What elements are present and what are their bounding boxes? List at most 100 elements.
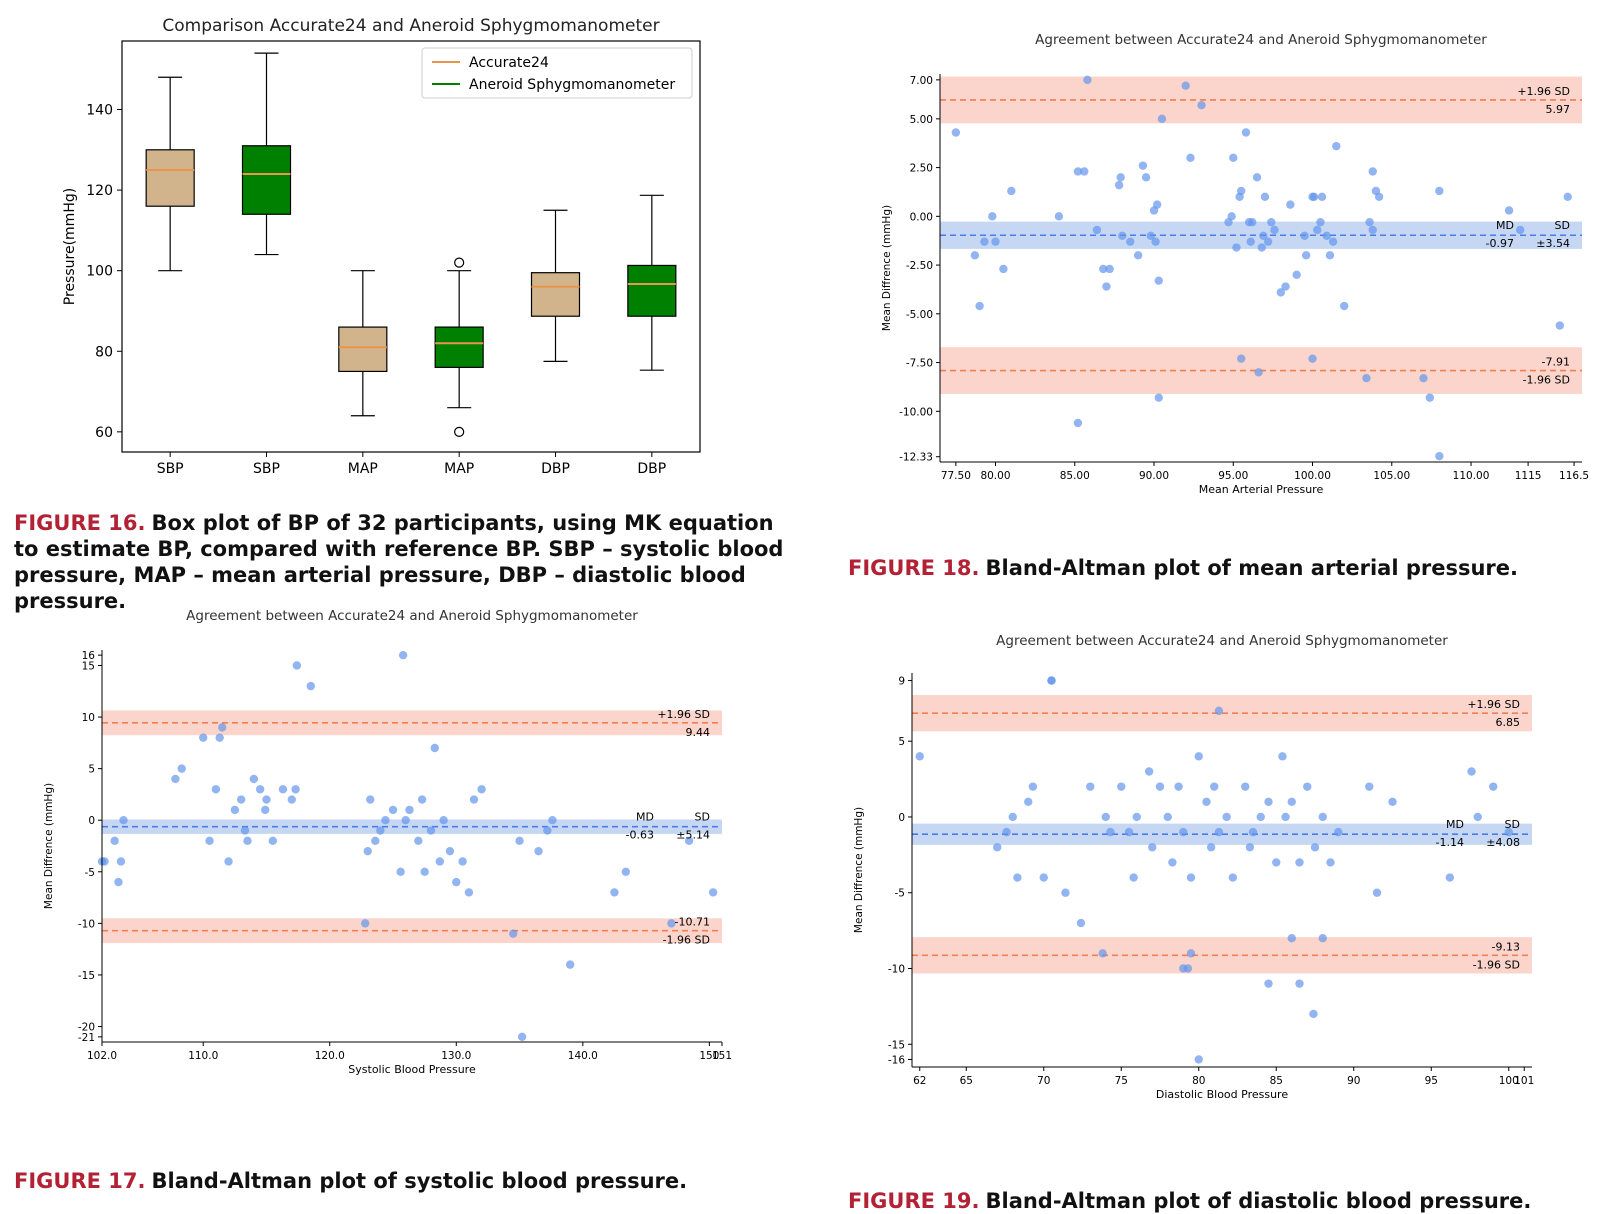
data-point xyxy=(114,877,123,887)
data-point xyxy=(1092,225,1102,235)
data-point xyxy=(684,836,694,846)
data-point xyxy=(667,919,676,928)
data-point xyxy=(1129,873,1138,882)
data-point xyxy=(1194,1055,1203,1064)
x-tick-label-1: 65 xyxy=(960,1075,973,1087)
data-point xyxy=(1257,243,1266,252)
y-tick-label-2: 10 xyxy=(82,712,95,724)
data-point xyxy=(1276,288,1286,297)
x-tick-label-1: 110.0 xyxy=(188,1050,218,1062)
bland-altman-map-chart: Agreement between Accurate24 and Aneroid… xyxy=(881,32,1589,496)
upper-loa-value: 6.85 xyxy=(1496,716,1521,729)
data-point xyxy=(1227,212,1236,221)
figure-19-caption: FIGURE 19. Bland-Altman plot of diastolic… xyxy=(848,1188,1588,1214)
x-tick-label-3: MAP xyxy=(444,461,474,477)
y-tick-label-3: 120 xyxy=(86,183,113,199)
md-label: MD xyxy=(636,811,654,824)
data-point xyxy=(1241,782,1250,791)
y-axis-label: Pressure(mmHg) xyxy=(62,188,78,305)
data-point xyxy=(1435,186,1444,196)
data-point xyxy=(1086,782,1095,791)
data-point xyxy=(621,867,631,876)
figure-17-caption: FIGURE 17. Bland-Altman plot of systolic … xyxy=(14,1168,774,1194)
x-tick-label-4: 80 xyxy=(1192,1075,1205,1087)
y-tick-label-2: 100 xyxy=(86,264,113,280)
data-point xyxy=(1099,264,1108,274)
data-point xyxy=(366,795,375,804)
data-point xyxy=(1061,888,1070,897)
md-label: MD xyxy=(1446,818,1464,831)
sd-value: ±4.08 xyxy=(1486,836,1520,849)
data-point xyxy=(1267,217,1276,227)
data-point xyxy=(1102,282,1111,291)
data-point xyxy=(975,301,984,311)
data-point xyxy=(1419,373,1428,383)
data-point xyxy=(1232,243,1241,252)
data-point xyxy=(292,661,302,670)
figure-18-number: FIGURE 18. xyxy=(848,556,980,580)
data-point xyxy=(915,752,924,761)
x-tick-label-3: 75 xyxy=(1115,1075,1128,1087)
data-point xyxy=(1295,979,1304,988)
data-point xyxy=(116,857,126,866)
legend-label-0: Accurate24 xyxy=(469,55,549,71)
md-value: -0.97 xyxy=(1486,237,1514,250)
data-point xyxy=(371,836,380,846)
lower-loa-label: -1.96 SD xyxy=(663,934,710,947)
data-point xyxy=(1281,282,1290,291)
chart-title: Agreement between Accurate24 and Aneroid… xyxy=(996,633,1448,649)
figure-19-panel: Agreement between Accurate24 and Aneroid… xyxy=(840,633,1600,1165)
data-point xyxy=(1272,858,1281,867)
data-point xyxy=(464,888,474,897)
data-point xyxy=(951,128,961,137)
data-point xyxy=(1132,812,1141,822)
data-point xyxy=(417,795,427,804)
data-point xyxy=(548,816,557,825)
data-point xyxy=(1313,225,1322,235)
data-point xyxy=(261,805,270,815)
y-axis-label: Mean Diffrence (mmHg) xyxy=(43,783,55,909)
upper-loa-label: +1.96 SD xyxy=(1517,85,1570,98)
data-point xyxy=(1365,217,1374,227)
data-point xyxy=(1039,873,1048,882)
data-point xyxy=(1105,264,1114,274)
data-point xyxy=(1114,180,1124,190)
x-tick-label-6: 90 xyxy=(1347,1075,1360,1087)
y-tick-label-6: -10 xyxy=(78,918,95,930)
upper-loa-label: +1.96 SD xyxy=(1467,698,1520,711)
y-tick-label-3: 0.00 xyxy=(910,211,933,223)
x-tick-label-5: DBP xyxy=(637,461,666,477)
box-3 xyxy=(434,326,484,368)
y-tick-label-8: -12.33 xyxy=(899,452,933,464)
data-point xyxy=(1054,212,1064,221)
data-point xyxy=(1197,100,1206,110)
data-point xyxy=(1300,231,1309,241)
data-point xyxy=(255,785,265,794)
data-point xyxy=(1326,858,1335,867)
data-point xyxy=(1080,167,1089,176)
figure-18-caption: FIGURE 18. Bland-Altman plot of mean arte… xyxy=(848,555,1588,581)
data-point xyxy=(1186,949,1196,958)
data-point xyxy=(1260,192,1270,202)
x-tick-label-6: 151 xyxy=(712,1050,732,1062)
data-point xyxy=(360,919,370,928)
data-point xyxy=(1024,797,1033,807)
data-point xyxy=(420,867,429,876)
data-point xyxy=(240,826,250,835)
x-tick-label-1: SBP xyxy=(253,461,280,477)
data-point xyxy=(401,816,410,825)
y-tick-label-3: -5 xyxy=(895,888,905,900)
lower-loa-value: -10.71 xyxy=(675,916,710,929)
data-point xyxy=(445,846,455,856)
data-point xyxy=(268,836,278,846)
data-point xyxy=(517,1032,527,1042)
y-tick-label-4: 140 xyxy=(86,103,113,119)
data-point xyxy=(199,733,208,742)
figure-17-number: FIGURE 17. xyxy=(14,1169,146,1193)
data-point xyxy=(435,857,445,866)
y-tick-label-1: 80 xyxy=(95,344,113,360)
x-tick-label-4: DBP xyxy=(541,461,570,477)
box-5 xyxy=(627,264,677,317)
sd-label: SD xyxy=(695,811,710,824)
data-point xyxy=(1236,186,1246,196)
